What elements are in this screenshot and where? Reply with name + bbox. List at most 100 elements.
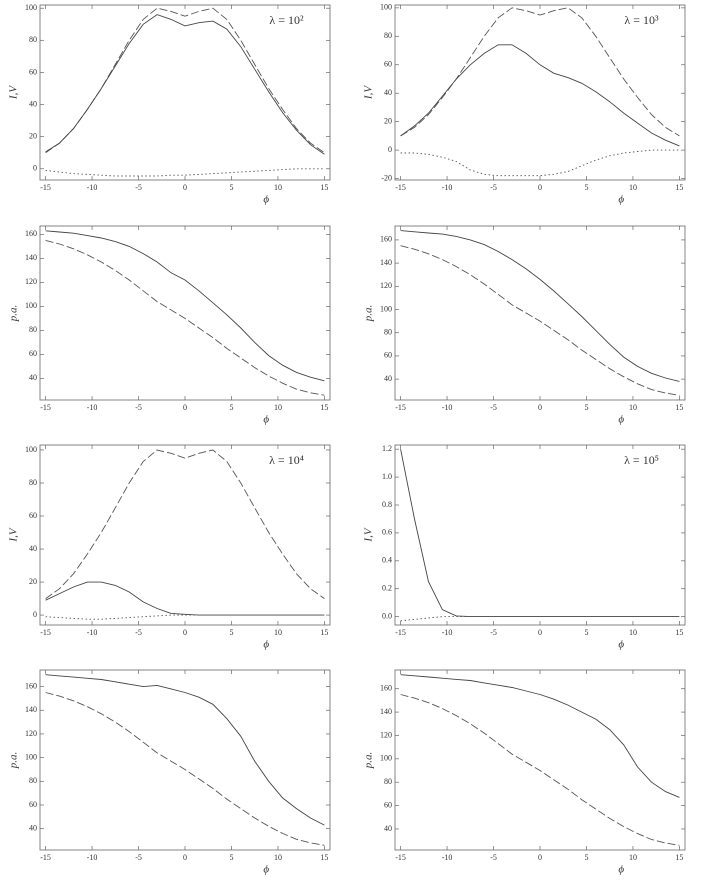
y-tick-label: 0	[33, 164, 37, 173]
x-axis-label: ϕ	[263, 194, 269, 206]
y-tick-label: 160	[25, 229, 37, 238]
x-tick-label: 10	[629, 183, 637, 192]
data-line	[45, 581, 325, 616]
data-line	[45, 14, 325, 155]
y-tick-label: 80	[29, 478, 37, 487]
x-tick-label: 10	[629, 853, 637, 862]
x-tick-label: -10	[442, 628, 453, 637]
x-tick-label: -5	[490, 628, 497, 637]
y-tick-label: 100	[25, 3, 37, 12]
data-line	[45, 7, 325, 154]
y-tick-label: 140	[380, 258, 392, 267]
y-tick-label: 0.2	[382, 584, 392, 593]
y-tick-label: 0.8	[382, 500, 392, 509]
y-tick-label: 80	[384, 328, 392, 337]
x-tick-label: -10	[442, 853, 453, 862]
y-tick-label: 100	[380, 3, 392, 12]
y-tick-label: 120	[25, 277, 37, 286]
y-tick-label: 20	[29, 131, 37, 140]
y-tick-label: 80	[384, 31, 392, 40]
plot-frame	[394, 4, 686, 181]
plot-frame	[39, 4, 331, 181]
data-line	[400, 44, 680, 147]
x-tick-label: 5	[229, 403, 233, 412]
x-tick-label: 15	[320, 853, 328, 862]
plot-frame	[394, 669, 686, 851]
annotation: λ = 10³	[624, 13, 659, 27]
y-tick-label: 80	[29, 35, 37, 44]
annotation: λ = 10⁴	[269, 453, 304, 467]
y-tick-label: 60	[29, 67, 37, 76]
x-tick-label: 15	[675, 628, 683, 637]
x-tick-label: 5	[229, 853, 233, 862]
x-tick-label: -15	[40, 853, 51, 862]
x-tick-label: 10	[274, 628, 282, 637]
x-tick-label: -15	[395, 628, 406, 637]
x-tick-label: -5	[135, 183, 142, 192]
x-tick-label: -5	[135, 853, 142, 862]
x-tick-label: 10	[629, 628, 637, 637]
x-tick-label: -15	[395, 183, 406, 192]
x-tick-label: 5	[229, 183, 233, 192]
y-tick-label: 60	[384, 60, 392, 69]
y-tick-label: 100	[25, 301, 37, 310]
x-tick-label: 0	[538, 403, 542, 412]
x-tick-label: -15	[40, 183, 51, 192]
plot-frame	[39, 444, 331, 626]
data-line	[400, 694, 680, 846]
y-tick-label: 140	[25, 705, 37, 714]
y-tick-label: 100	[380, 754, 392, 763]
plot-frame	[394, 444, 686, 626]
y-axis-label: p.a.	[8, 752, 20, 770]
x-tick-label: 0	[183, 853, 187, 862]
data-line	[400, 7, 680, 137]
y-tick-label: 20	[384, 116, 392, 125]
y-axis-label: p.a.	[363, 305, 375, 323]
x-tick-label: 15	[320, 403, 328, 412]
x-axis-label: ϕ	[263, 639, 269, 651]
x-tick-label: 0	[183, 183, 187, 192]
y-tick-label: 60	[384, 351, 392, 360]
x-tick-label: 0	[538, 183, 542, 192]
x-tick-label: 5	[584, 628, 588, 637]
y-tick-label: 40	[384, 88, 392, 97]
data-line	[400, 245, 680, 396]
y-tick-label: 60	[29, 800, 37, 809]
x-tick-label: -10	[87, 183, 98, 192]
y-tick-label: 80	[29, 325, 37, 334]
x-axis-label: ϕ	[618, 414, 624, 426]
x-tick-label: -10	[87, 403, 98, 412]
x-tick-label: 5	[584, 183, 588, 192]
x-axis-label: ϕ	[263, 414, 269, 426]
x-tick-label: 0	[183, 403, 187, 412]
data-line	[45, 449, 325, 599]
y-axis-label: p.a.	[363, 752, 375, 770]
x-axis-label: ϕ	[618, 194, 624, 206]
plot-frame	[39, 225, 331, 401]
y-tick-label: 120	[380, 730, 392, 739]
x-tick-label: 15	[675, 183, 683, 192]
x-tick-label: -15	[40, 403, 51, 412]
x-axis-label: ϕ	[618, 864, 624, 875]
x-tick-label: 10	[274, 183, 282, 192]
y-tick-label: 40	[29, 99, 37, 108]
y-tick-label: 0.4	[382, 556, 392, 565]
y-tick-label: 1.2	[382, 444, 392, 453]
y-tick-label: 40	[384, 824, 392, 833]
y-tick-label: 100	[25, 445, 37, 454]
annotation: λ = 10⁵	[624, 453, 659, 467]
x-tick-label: 15	[675, 403, 683, 412]
y-tick-label: -20	[381, 173, 392, 182]
data-line	[45, 692, 325, 846]
data-line	[400, 230, 680, 382]
data-line	[45, 614, 325, 620]
x-tick-label: -5	[490, 183, 497, 192]
x-tick-label: 5	[584, 853, 588, 862]
annotation: λ = 10²	[269, 13, 304, 27]
x-tick-label: -15	[395, 403, 406, 412]
y-tick-label: 60	[384, 800, 392, 809]
data-line	[45, 168, 325, 177]
data-line	[45, 674, 325, 826]
y-tick-label: 40	[29, 824, 37, 833]
x-axis-label: ϕ	[263, 864, 269, 875]
